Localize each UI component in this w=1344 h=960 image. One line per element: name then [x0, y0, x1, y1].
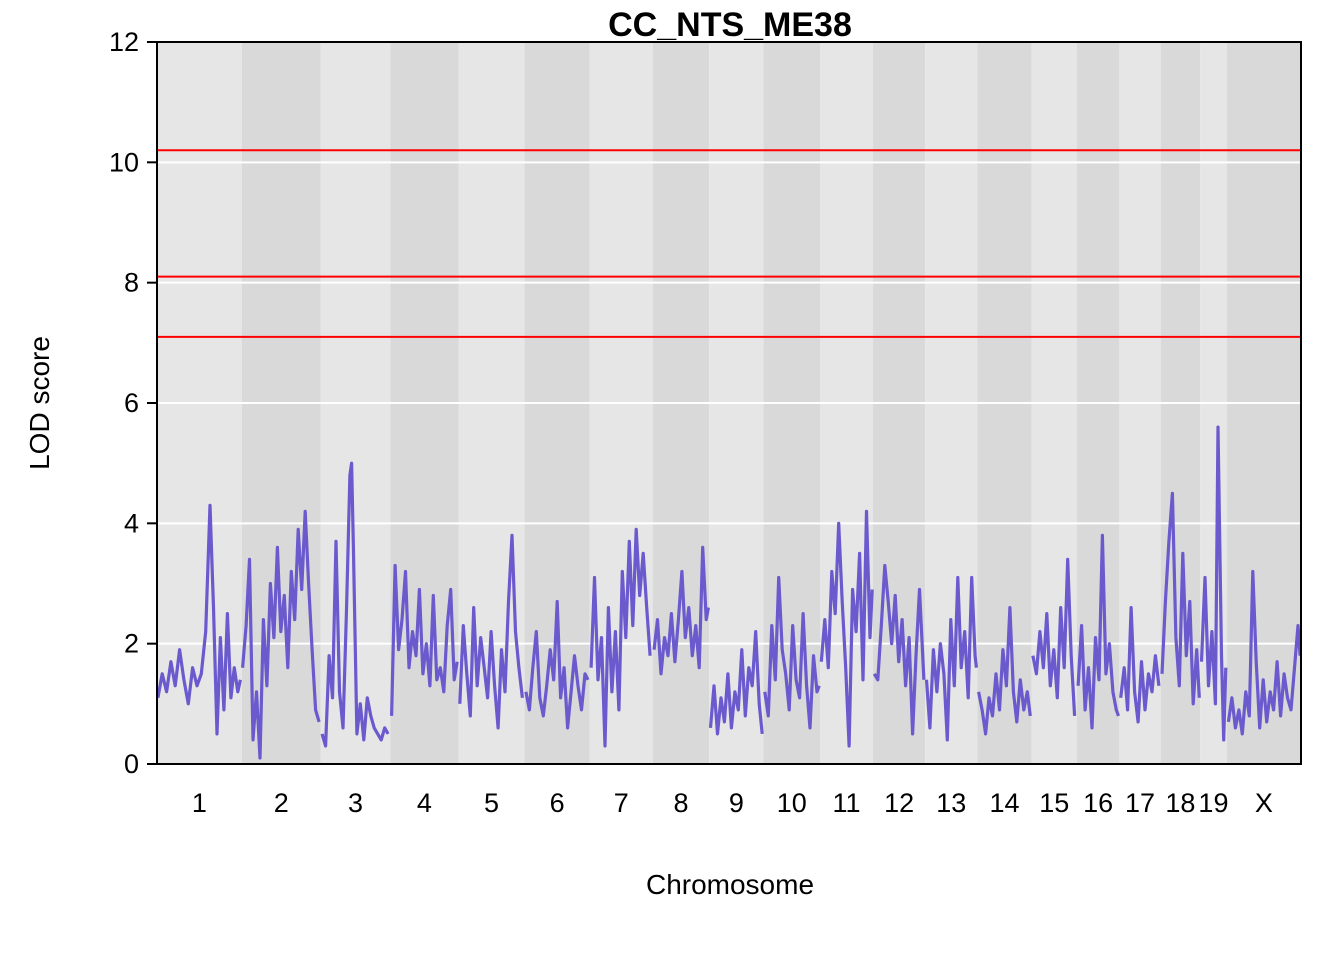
lod-line-chr-18	[1160, 491, 1201, 706]
y-tick-label-10: 10	[109, 147, 139, 177]
lod-line-chr-11	[819, 509, 874, 748]
x-tick-label-8: 8	[673, 788, 688, 818]
x-tick-label-11: 11	[833, 788, 861, 818]
x-tick-label-14: 14	[989, 788, 1019, 818]
x-axis-label: Chromosome	[646, 869, 814, 900]
y-tick-label-0: 0	[124, 749, 139, 779]
y-axis: 0 2 4 6 8 10 12	[109, 27, 157, 779]
lod-line-chr-x	[1226, 569, 1302, 736]
lod-line-chr-7	[589, 527, 652, 748]
lod-line-chr-3	[320, 461, 390, 748]
x-tick-label-9: 9	[729, 788, 744, 818]
y-tick-label-12: 12	[109, 27, 139, 57]
lod-line-chr-10	[763, 575, 821, 730]
x-tick-label-10: 10	[777, 788, 807, 818]
y-tick-label-8: 8	[124, 268, 139, 298]
lod-line-chr-4	[390, 563, 459, 716]
x-tick-label-19: 19	[1198, 788, 1228, 818]
lod-line-chr-19	[1199, 425, 1228, 742]
lod-line-chr-16	[1076, 533, 1121, 730]
x-tick-label-15: 15	[1039, 788, 1069, 818]
x-axis: 1 2 3 4 5 6 7 8 9 10 11 12 13 14 15 16 17 18 19 X	[192, 788, 1273, 818]
x-tick-label-5: 5	[484, 788, 499, 818]
x-tick-label-6: 6	[550, 788, 565, 818]
lod-line-chr-9	[708, 630, 764, 736]
y-tick-label-6: 6	[124, 388, 139, 418]
lod-line-chr-2	[241, 509, 321, 760]
x-tick-label-18: 18	[1165, 788, 1195, 818]
x-tick-label-1: 1	[192, 788, 207, 818]
lod-line-chr-13	[924, 575, 978, 742]
lod-line-chr-5	[458, 533, 524, 730]
x-tick-label-16: 16	[1083, 788, 1113, 818]
lod-line-chr-15	[1031, 557, 1077, 716]
lod-line-chr-1	[156, 503, 242, 736]
x-tick-label-2: 2	[274, 788, 289, 818]
x-tick-label-x: X	[1255, 788, 1273, 818]
lod-series	[156, 425, 1302, 760]
x-tick-label-17: 17	[1125, 788, 1155, 818]
x-tick-label-12: 12	[884, 788, 914, 818]
lod-line-chr-8	[652, 545, 710, 676]
x-tick-label-7: 7	[614, 788, 629, 818]
y-axis-label: LOD score	[24, 336, 55, 470]
y-tick-label-4: 4	[124, 508, 139, 538]
lod-line-chr-17	[1119, 606, 1161, 724]
lod-line-chr-6	[524, 599, 590, 730]
threshold-lines	[157, 149, 1301, 338]
lod-line-chr-12	[872, 563, 926, 736]
y-tick-label-2: 2	[124, 629, 139, 659]
lod-line-chr-14	[977, 606, 1032, 736]
x-tick-label-13: 13	[936, 788, 966, 818]
chart-title: CC_NTS_ME38	[608, 6, 852, 44]
x-tick-label-4: 4	[417, 788, 432, 818]
x-tick-label-3: 3	[348, 788, 363, 818]
